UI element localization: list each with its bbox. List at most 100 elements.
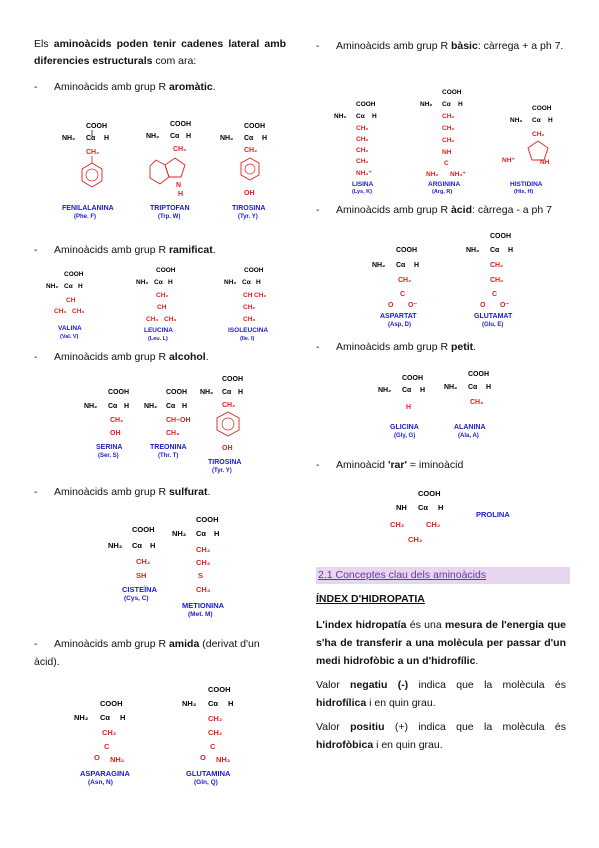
svg-text:(Tyr. Y): (Tyr. Y) (212, 468, 232, 474)
thr-structure: COOH NH₂ Cα H CH–OH CH₃ TREONINA (Thr. T… (144, 389, 191, 459)
svg-text:NH₂: NH₂ (62, 135, 75, 142)
svg-text:Cα: Cα (396, 262, 406, 269)
arg-structure: COOH NH₂ Cα H CH₂ CH₂ CH₂ NH C NH₂ NH₃⁺ … (420, 89, 466, 195)
svg-text:NH₂: NH₂ (510, 117, 522, 124)
svg-text:O: O (94, 753, 100, 762)
glu-structure: COOH NH₂ Cα H CH₂ CH₂ C O O⁻ GLUTAMAT (G… (466, 233, 513, 328)
svg-text:(Thr. T): (Thr. T) (158, 453, 178, 459)
svg-text:CH₃: CH₃ (166, 430, 179, 437)
svg-text:NH₂: NH₂ (224, 279, 236, 286)
svg-text:CH₂: CH₂ (173, 146, 186, 153)
svg-text:CISTEÏNA: CISTEÏNA (122, 585, 158, 594)
svg-text:H: H (150, 541, 155, 550)
svg-text:OH: OH (110, 430, 121, 437)
svg-text:CH₃: CH₃ (196, 585, 211, 594)
index-heading: ÍNDEX D'HIDROPATIA (316, 593, 425, 605)
svg-text:NH: NH (442, 149, 452, 156)
svg-text:GLICINA: GLICINA (390, 424, 419, 431)
svg-text:NH₂: NH₂ (172, 529, 186, 538)
svg-text:O⁻: O⁻ (500, 302, 509, 309)
svg-text:(Arg, R): (Arg, R) (432, 189, 452, 195)
svg-text:(Tyr. Y): (Tyr. Y) (238, 214, 258, 220)
bullet-basic: - Aminoàcids amb grup R bàsic: càrrega + … (316, 40, 564, 52)
svg-text:O: O (200, 753, 206, 762)
svg-text:H: H (486, 384, 491, 391)
svg-text:CH₂: CH₂ (356, 147, 368, 154)
svg-text:TRIPTOFAN: TRIPTOFAN (150, 205, 190, 212)
svg-text:(Asp, D): (Asp, D) (388, 322, 411, 328)
svg-text:CH₂: CH₂ (442, 137, 454, 144)
svg-text:CH₂: CH₂ (102, 728, 116, 737)
svg-text:COOH: COOH (402, 375, 423, 382)
svg-text:Cα: Cα (244, 135, 254, 142)
val-structure: COOH NH₂ Cα H CH CH₃ CH₃ VALINA (Val. V) (46, 271, 84, 340)
aromatic-figure: COOH NH₂ Cα H CH₂ FENILALANINA (Phe. F) … (50, 118, 280, 223)
svg-text:NH: NH (396, 503, 407, 512)
svg-text:COOH: COOH (86, 123, 107, 130)
svg-text:COOH: COOH (100, 699, 123, 708)
svg-text:Cα: Cα (490, 247, 500, 254)
svg-text:O: O (480, 302, 486, 309)
svg-text:Cα: Cα (532, 117, 541, 124)
bullet-acid: - Aminoàcids amb grup R àcid: càrrega - a… (316, 204, 552, 216)
svg-text:CH₂: CH₂ (490, 277, 503, 284)
svg-text:NH₂: NH₂ (136, 279, 148, 286)
svg-text:H: H (438, 503, 443, 512)
svg-text:NH₂: NH₂ (378, 387, 391, 394)
svg-text:ALANINA: ALANINA (454, 424, 486, 431)
svg-text:Cα: Cα (222, 389, 232, 396)
gln-structure: COOH NH₂ Cα H CH₂ CH₂ C O NH₂ GLUTAMINA … (182, 685, 233, 786)
svg-text:COOH: COOH (468, 371, 489, 378)
svg-text:CH₂: CH₂ (243, 304, 255, 311)
svg-text:Cα: Cα (356, 113, 365, 120)
svg-text:GLUTAMAT: GLUTAMAT (474, 313, 513, 320)
svg-text:C: C (210, 742, 216, 751)
svg-text:(Val. V): (Val. V) (60, 334, 79, 340)
svg-text:C: C (400, 291, 405, 298)
svg-text:CH–OH: CH–OH (166, 417, 191, 424)
svg-text:VALINA: VALINA (58, 325, 82, 332)
svg-text:(Met. M): (Met. M) (188, 611, 213, 618)
svg-text:H: H (124, 403, 129, 410)
svg-text:CH₂: CH₂ (208, 714, 222, 723)
svg-text:H: H (414, 262, 419, 269)
svg-text:CH₂: CH₂ (426, 520, 440, 529)
svg-text:NH⁺: NH⁺ (502, 157, 515, 164)
svg-text:C: C (444, 160, 449, 167)
svg-text:H: H (458, 101, 463, 108)
svg-text:NH: NH (540, 159, 550, 166)
svg-text:COOH: COOH (132, 525, 155, 534)
svg-text:O⁻: O⁻ (408, 302, 417, 309)
lys-structure: COOH NH₂ Cα H CH₂ CH₂ CH₂ CH₂ NH₃⁺ LISIN… (334, 101, 377, 195)
bullet-small: - Aminoàcids amb grup R petit. (316, 341, 477, 353)
svg-text:Cα: Cα (418, 503, 428, 512)
svg-text:OH: OH (222, 445, 233, 452)
bullet-aromatic: - Aminoàcids amb grup R aromàtic. (34, 81, 216, 93)
bullet-sulfur: - Aminoàcids amb grup R sulfurat. (34, 486, 211, 498)
svg-text:O: O (388, 302, 394, 309)
svg-text:CH₂: CH₂ (156, 292, 168, 299)
svg-text:NH₃⁺: NH₃⁺ (356, 170, 372, 177)
small-figure: COOH NH₂ Cα H H GLICINA (Gly, G) COOH NH… (366, 368, 526, 442)
negative-value-paragraph: Valor negatiu (-) indica que la molècula… (316, 679, 566, 709)
svg-text:NH₂: NH₂ (216, 755, 230, 764)
svg-text:COOH: COOH (64, 271, 84, 278)
svg-text:H: H (372, 113, 377, 120)
svg-text:NH₂: NH₂ (146, 133, 159, 140)
svg-text:Cα: Cα (154, 279, 163, 286)
svg-text:ISOLEUCINA: ISOLEUCINA (228, 327, 268, 334)
svg-text:NH₂: NH₂ (200, 389, 213, 396)
svg-text:Cα: Cα (166, 403, 176, 410)
svg-text:TIROSINA: TIROSINA (208, 459, 241, 466)
svg-text:H: H (168, 279, 173, 286)
bullet-alcohol: - Aminoàcids amb grup R alcohol. (34, 351, 209, 363)
svg-text:CH₂: CH₂ (490, 262, 503, 269)
svg-text:H: H (214, 529, 219, 538)
tyr-structure: COOH NH₂ Cα H CH₂ OH TIROSINA (Tyr. Y) (220, 123, 267, 220)
svg-text:H: H (238, 389, 243, 396)
svg-text:COOH: COOH (418, 489, 441, 498)
svg-text:Cα: Cα (402, 387, 412, 394)
svg-text:CH₂: CH₂ (136, 557, 150, 566)
svg-text:H: H (228, 699, 233, 708)
svg-text:(Ala, A): (Ala, A) (458, 433, 479, 439)
